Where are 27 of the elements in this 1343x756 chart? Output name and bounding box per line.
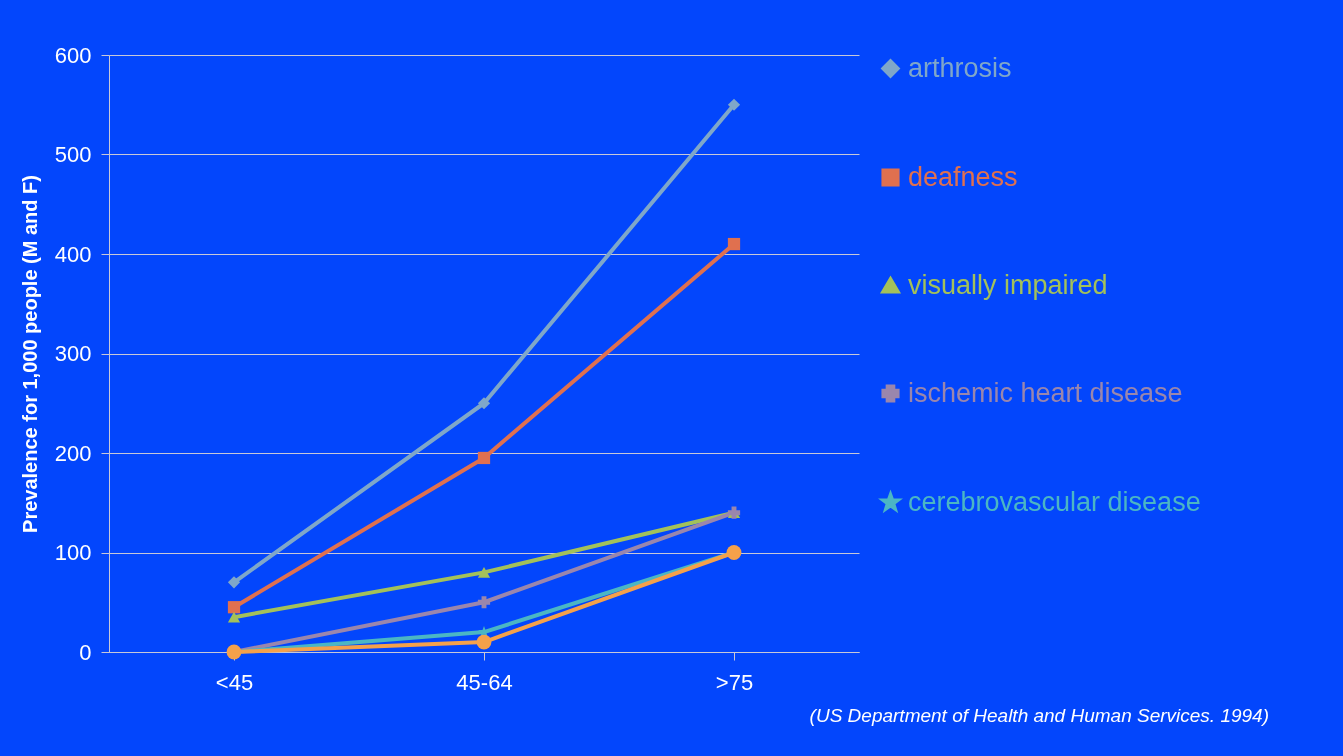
- point: [727, 237, 741, 251]
- x-tick-label: 45-64: [456, 669, 513, 695]
- y-tick-label: 400: [54, 241, 92, 267]
- point: [476, 634, 492, 650]
- y-tick-label: 200: [54, 440, 92, 466]
- point: [477, 567, 491, 578]
- y-tick-label: 600: [54, 42, 92, 68]
- y-tick-label: 300: [54, 341, 92, 366]
- x-tick-label: >75: [715, 669, 754, 695]
- point: [477, 596, 491, 609]
- legend-label: arthrosis: [908, 52, 1012, 83]
- legend-label: visually impaired: [908, 269, 1108, 300]
- point: [477, 451, 491, 465]
- y-tick-label: 500: [54, 142, 92, 167]
- y-axis-title: Prevalence for 1,000 people (M and F): [18, 175, 41, 533]
- point: [227, 601, 241, 614]
- point: [227, 576, 241, 589]
- point: [477, 397, 491, 410]
- legend-label: cerebrovascular disease: [908, 486, 1201, 517]
- y-tick-label: 100: [54, 540, 92, 565]
- y-tick-label: 0: [79, 639, 92, 665]
- legend-label: deafness: [908, 161, 1018, 192]
- text: (US Department of Health and Human Services. 1994): [809, 705, 1269, 726]
- legend-label: ischemic heart disease: [908, 377, 1183, 408]
- point: [727, 98, 741, 111]
- x-tick-label: <45: [215, 669, 254, 695]
- point: [227, 611, 241, 623]
